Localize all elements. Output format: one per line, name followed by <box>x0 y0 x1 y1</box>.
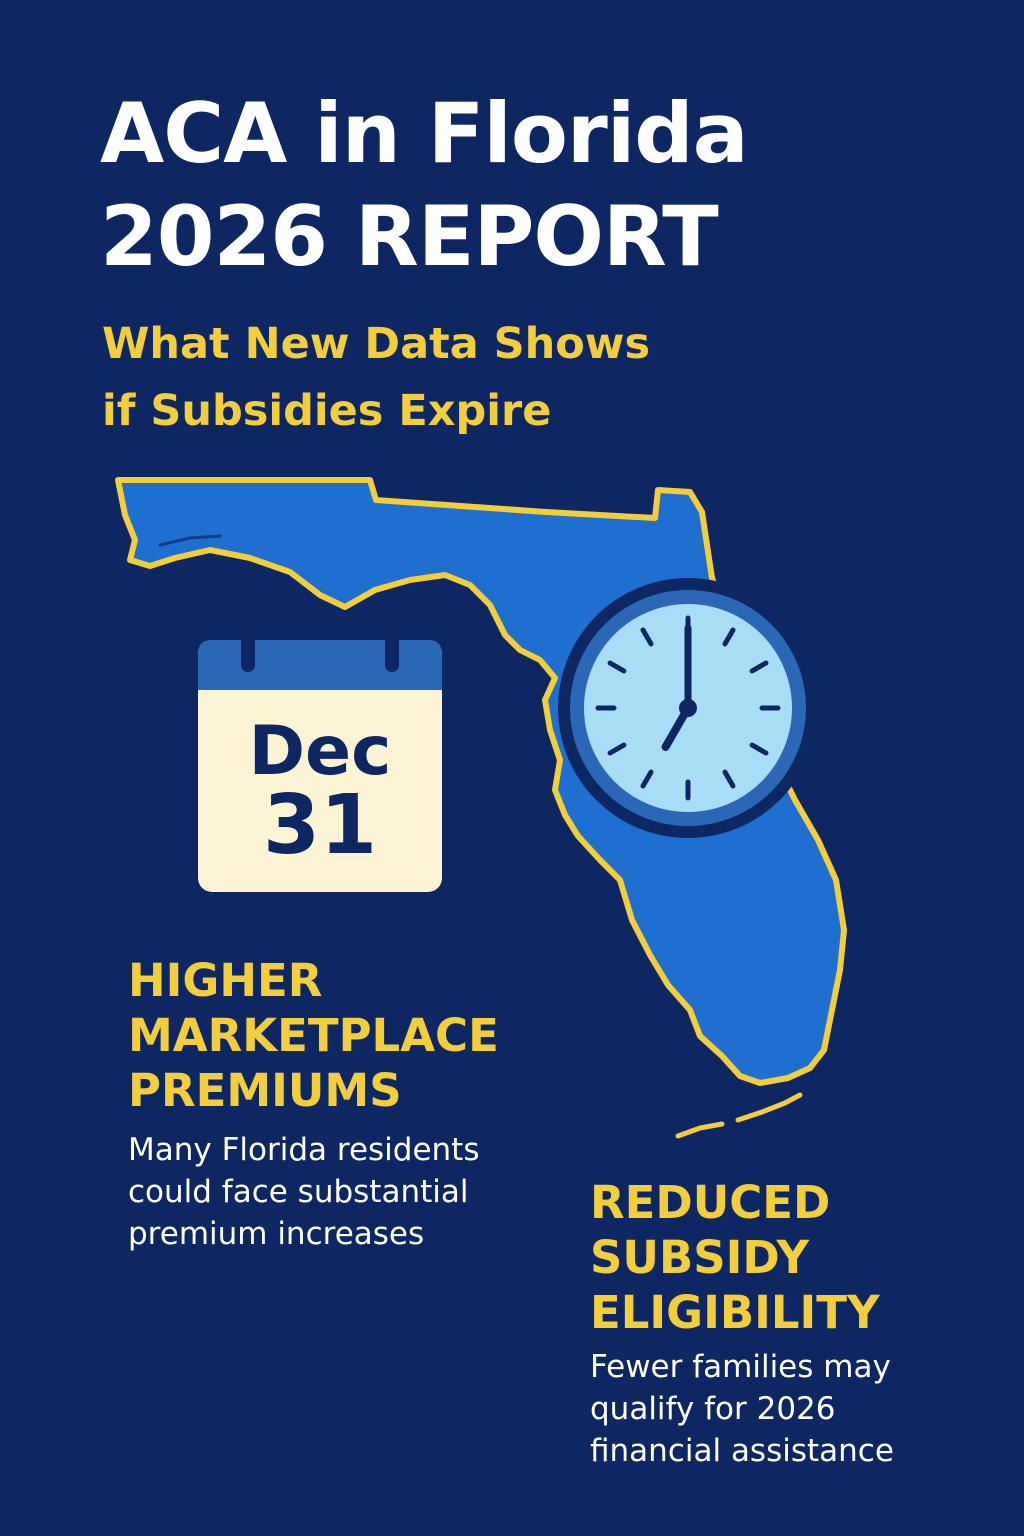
clock-tick <box>640 769 654 789</box>
calendar-day: 31 <box>262 778 378 873</box>
eligibility-body-line-3: financial assistance <box>590 1433 894 1469</box>
report-subtitle-line-2: if Subsidies Expire <box>102 386 552 436</box>
clock-tick <box>607 742 627 756</box>
premiums-body-line-2: could face substantial <box>128 1174 469 1210</box>
clock-tick <box>722 627 736 647</box>
clock-tick <box>607 660 627 674</box>
eligibility-heading-line-2: SUBSIDY <box>590 1231 810 1284</box>
eligibility-heading-line-1: REDUCED <box>590 1176 831 1229</box>
premiums-body-line-1: Many Florida residents <box>128 1132 480 1168</box>
clock-icon <box>558 578 818 838</box>
premiums-body-line-3: premium increases <box>128 1216 425 1252</box>
clock-tick <box>722 769 736 789</box>
clock-tick <box>749 742 769 756</box>
premiums-heading-line-1: HIGHER <box>128 954 323 1007</box>
clock-tick <box>749 660 769 674</box>
premiums-heading-line-2: MARKETPLACE <box>128 1009 499 1062</box>
report-title-line-2: 2026 REPORT <box>100 188 719 285</box>
eligibility-body-line-2: qualify for 2026 <box>590 1391 836 1427</box>
report-subtitle-line-1: What New Data Shows <box>102 319 651 369</box>
premiums-heading-line-3: PREMIUMS <box>128 1064 402 1117</box>
report-title-line-1: ACA in Florida <box>100 85 749 182</box>
eligibility-body-line-1: Fewer families may <box>590 1349 891 1385</box>
eligibility-heading-line-3: ELIGIBILITY <box>590 1286 880 1339</box>
calendar-icon <box>198 626 442 892</box>
calendar-month: Dec <box>248 712 392 791</box>
clock-tick <box>640 627 654 647</box>
